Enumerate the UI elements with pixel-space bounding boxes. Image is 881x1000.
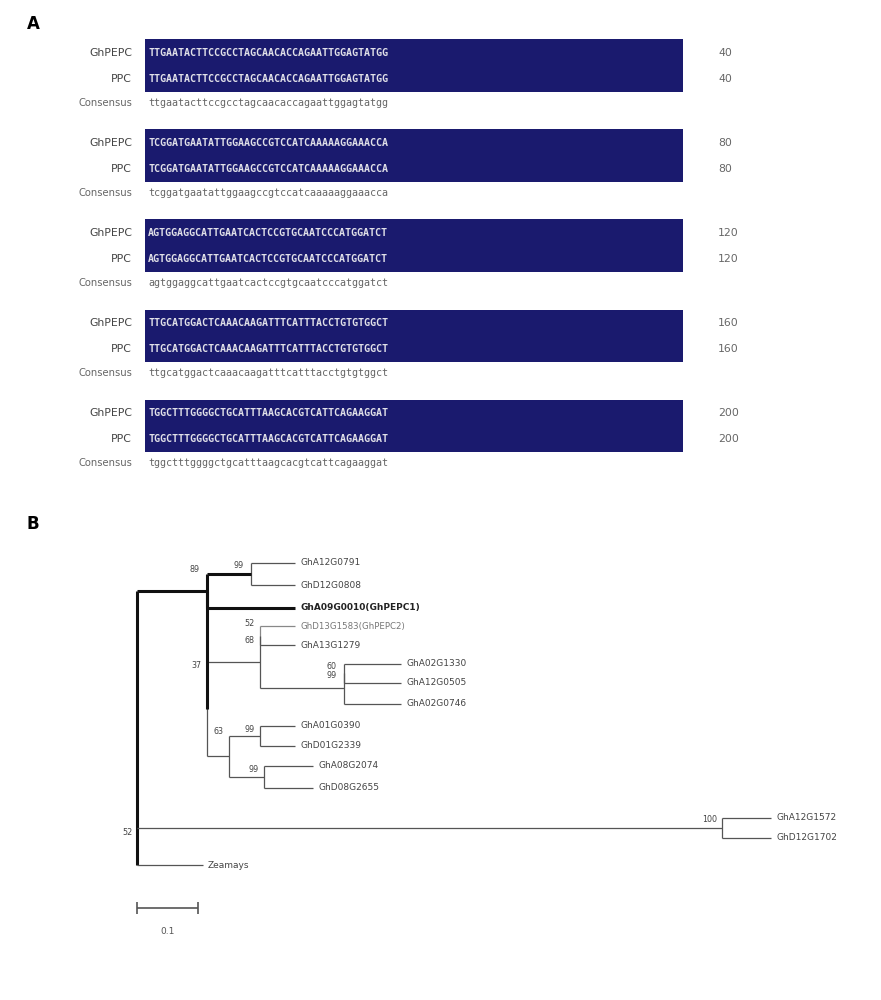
Text: 99: 99 [326,671,337,680]
Text: Consensus: Consensus [78,188,132,198]
Text: TTGAATACTTCCGCCTAGCAACACCAGAATTGGAGTATGG: TTGAATACTTCCGCCTAGCAACACCAGAATTGGAGTATGG [148,47,388,57]
Text: TCGGATGAATATTGGAAGCCGTCCATCAAAAAGGAAACCA: TCGGATGAATATTGGAAGCCGTCCATCAAAAAGGAAACCA [148,163,388,174]
Text: TCGGATGAATATTGGAAGCCGTCCATCAAAAAGGAAACCA: TCGGATGAATATTGGAAGCCGTCCATCAAAAAGGAAACCA [148,137,388,147]
Text: 200: 200 [718,408,739,418]
Text: 52: 52 [122,828,132,837]
Text: AGTGGAGGCATTGAATCACTCCGTGCAATCCCATGGATCT: AGTGGAGGCATTGAATCACTCCGTGCAATCCCATGGATCT [148,228,388,237]
Text: GhA08G2074: GhA08G2074 [318,762,378,770]
Bar [145,336,683,361]
Text: 40: 40 [718,47,732,57]
Text: 60: 60 [327,662,337,671]
Text: GhA09G0010(GhPEPC1): GhA09G0010(GhPEPC1) [300,603,420,612]
Text: GhD01G2339: GhD01G2339 [300,742,361,750]
Text: GhA12G1572: GhA12G1572 [776,813,836,822]
Text: 100: 100 [702,816,717,824]
Text: GhPEPC: GhPEPC [89,408,132,418]
Text: GhA02G0746: GhA02G0746 [406,699,466,708]
Text: TGGCTTTGGGGCTGCATTTAAGCACGTCATTCAGAAGGAT: TGGCTTTGGGGCTGCATTTAAGCACGTCATTCAGAAGGAT [148,408,388,418]
Text: TGGCTTTGGGGCTGCATTTAAGCACGTCATTCAGAAGGAT: TGGCTTTGGGGCTGCATTTAAGCACGTCATTCAGAAGGAT [148,434,388,444]
Text: PPC: PPC [111,434,132,444]
Text: Consensus: Consensus [78,368,132,378]
Text: ttgaatacttccgcctagcaacaccagaattggagtatgg: ttgaatacttccgcctagcaacaccagaattggagtatgg [148,99,388,108]
Text: GhPEPC: GhPEPC [89,228,132,237]
Text: 52: 52 [244,618,255,628]
Text: 80: 80 [718,163,732,174]
Text: 80: 80 [718,137,732,147]
Text: GhPEPC: GhPEPC [89,318,132,328]
Text: PPC: PPC [111,163,132,174]
Text: GhD12G0808: GhD12G0808 [300,580,361,589]
Text: TTGCATGGACTCAAACAAGATTTCATTTACCTGTGTGGCT: TTGCATGGACTCAAACAAGATTTCATTTACCTGTGTGGCT [148,344,388,354]
Bar [145,155,683,182]
Text: GhA02G1330: GhA02G1330 [406,660,466,668]
Bar [145,245,683,271]
Text: GhA13G1279: GhA13G1279 [300,641,360,650]
Text: A: A [26,15,40,33]
Bar [145,310,683,336]
Text: 63: 63 [214,728,224,736]
Text: Consensus: Consensus [78,99,132,108]
Text: B: B [26,515,39,533]
Bar [145,220,683,245]
Text: GhA12G0505: GhA12G0505 [406,678,466,687]
Bar [145,66,683,92]
Text: Consensus: Consensus [78,278,132,288]
Bar [145,129,683,155]
Bar [145,426,683,452]
Text: 99: 99 [233,560,244,570]
Text: AGTGGAGGCATTGAATCACTCCGTGCAATCCCATGGATCT: AGTGGAGGCATTGAATCACTCCGTGCAATCCCATGGATCT [148,253,388,263]
Text: PPC: PPC [111,344,132,354]
Text: PPC: PPC [111,74,132,84]
Text: 0.1: 0.1 [160,926,174,936]
Text: GhPEPC: GhPEPC [89,137,132,147]
Text: 99: 99 [248,764,259,774]
Text: 40: 40 [718,74,732,84]
Text: GhD13G1583(GhPEPC2): GhD13G1583(GhPEPC2) [300,621,405,631]
Text: 37: 37 [192,661,202,670]
Text: GhPEPC: GhPEPC [89,47,132,57]
Text: tggctttggggctgcatttaagcacgtcattcagaaggat: tggctttggggctgcatttaagcacgtcattcagaaggat [148,458,388,468]
Text: 68: 68 [245,636,255,645]
Text: 89: 89 [190,565,200,574]
Text: Consensus: Consensus [78,458,132,468]
Text: tcggatgaatattggaagccgtccatcaaaaaggaaacca: tcggatgaatattggaagccgtccatcaaaaaggaaacca [148,188,388,198]
Text: GhD12G1702: GhD12G1702 [776,833,837,842]
Text: TTGAATACTTCCGCCTAGCAACACCAGAATTGGAGTATGG: TTGAATACTTCCGCCTAGCAACACCAGAATTGGAGTATGG [148,74,388,84]
Text: GhD08G2655: GhD08G2655 [318,783,379,792]
Text: GhA01G0390: GhA01G0390 [300,722,361,730]
Text: Zeamays: Zeamays [208,860,249,869]
Text: agtggaggcattgaatcactccgtgcaatcccatggatct: agtggaggcattgaatcactccgtgcaatcccatggatct [148,278,388,288]
Text: ttgcatggactcaaacaagatttcatttacctgtgtggct: ttgcatggactcaaacaagatttcatttacctgtgtggct [148,368,388,378]
Text: 200: 200 [718,434,739,444]
Text: 120: 120 [718,253,739,263]
Text: 160: 160 [718,318,739,328]
Text: 120: 120 [718,228,739,237]
Bar [145,39,683,66]
Bar [145,399,683,426]
Text: PPC: PPC [111,253,132,263]
Text: GhA12G0791: GhA12G0791 [300,558,360,567]
Text: 99: 99 [244,724,255,734]
Text: 160: 160 [718,344,739,354]
Text: TTGCATGGACTCAAACAAGATTTCATTTACCTGTGTGGCT: TTGCATGGACTCAAACAAGATTTCATTTACCTGTGTGGCT [148,318,388,328]
